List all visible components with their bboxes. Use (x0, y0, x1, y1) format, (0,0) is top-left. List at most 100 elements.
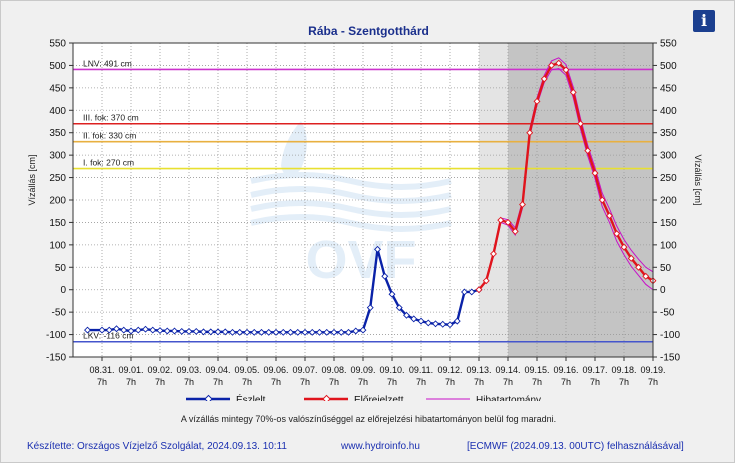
observed-point (134, 326, 142, 334)
y-tick-label-left: 100 (49, 240, 66, 251)
x-tick-sublabel: 7h (532, 377, 542, 387)
observed-point (323, 328, 331, 336)
reference-label: III. fok: 370 cm (83, 113, 139, 123)
x-tick-label: 09.16. (553, 365, 578, 375)
observed-point (395, 304, 403, 312)
observed-point (316, 328, 323, 336)
forecast-point (569, 88, 577, 96)
forecast-point (598, 196, 606, 204)
x-tick-label: 09.11. (409, 365, 433, 375)
footer-website[interactable]: www.hydroinfo.hu (341, 441, 420, 452)
observed-point (345, 328, 352, 336)
forecast-point (577, 120, 584, 128)
footer-credit: Készítette: Országos Vízjelző Szolgálat,… (27, 441, 287, 452)
forecast-point (606, 212, 613, 220)
x-tick-sublabel: 7h (619, 377, 629, 387)
observed-point (439, 320, 447, 328)
y-tick-label-left: -50 (52, 308, 67, 319)
ovf-watermark: OVF (250, 121, 452, 290)
y-tick-label-left: 500 (49, 61, 66, 72)
x-tick-label: 09.07. (292, 365, 317, 375)
forecast-point (482, 277, 490, 285)
observed-point (185, 327, 193, 335)
observed-point (192, 327, 200, 335)
forecast-point (540, 75, 548, 83)
observed-point (149, 326, 157, 334)
observed-point (432, 320, 439, 328)
info-icon[interactable]: i (693, 10, 715, 32)
y-tick-label-right: -100 (660, 330, 680, 341)
chart-svg: OVF LNV: 491 cm III. fok: 370 cm II. fok: 3… (27, 39, 703, 401)
x-tick-sublabel: 7h (126, 377, 136, 387)
y-tick-label-right: 500 (660, 61, 677, 72)
observed-point (388, 290, 396, 298)
observed-point (229, 328, 236, 336)
forecast-point (613, 230, 621, 238)
y-tick-label-right: 150 (660, 218, 677, 229)
legend-marker (322, 394, 331, 401)
x-tick-sublabel: 7h (590, 377, 600, 387)
observed-point (250, 328, 258, 336)
y-axis-title-right: Vízállás [cm] (693, 154, 703, 205)
observed-point (178, 327, 186, 335)
forecast-point (635, 263, 642, 271)
x-tick-sublabel: 7h (242, 377, 252, 387)
x-tick-label: 09.17. (582, 365, 607, 375)
reference-label: I. fok: 270 cm (83, 158, 134, 168)
y-tick-label-left: 200 (49, 196, 66, 207)
observed-point (403, 311, 410, 319)
observed-point (417, 317, 425, 325)
y-tick-label-right: -50 (660, 308, 675, 319)
forecast-point (591, 169, 599, 177)
x-tick-sublabel: 7h (561, 377, 571, 387)
y-tick-label-right: 50 (660, 263, 672, 274)
wave-icon (250, 172, 452, 190)
y-tick-label-left: 300 (49, 151, 66, 162)
observed-point (410, 315, 418, 323)
y-tick-label-left: 550 (49, 39, 66, 50)
y-tick-label-left: 400 (49, 106, 66, 117)
chart-title: Rába - Szentgotthárd (308, 24, 429, 38)
x-tick-label: 09.12. (437, 365, 462, 375)
x-tick-label: 09.15. (524, 365, 549, 375)
x-tick-sublabel: 7h (445, 377, 455, 387)
observed-point (381, 272, 389, 280)
observed-point (243, 328, 251, 336)
observed-point (294, 328, 302, 336)
observed-point (236, 328, 244, 336)
observed-point (214, 328, 222, 336)
wave-icon (250, 214, 452, 232)
x-tick-label: 09.13. (466, 365, 491, 375)
observed-point (142, 325, 149, 333)
forecast-point (519, 201, 526, 208)
observed-point (337, 328, 345, 336)
x-tick-label: 09.05. (234, 365, 259, 375)
observed-point (468, 288, 476, 296)
reference-label: II. fok: 330 cm (83, 131, 136, 141)
observed-point (424, 319, 432, 327)
y-tick-label-right: 400 (660, 106, 677, 117)
observed-point (287, 328, 294, 336)
x-tick-label: 09.18. (611, 365, 636, 375)
observed-point (171, 327, 178, 335)
x-tick-sublabel: 7h (387, 377, 397, 387)
x-tick-label: 09.14. (495, 365, 520, 375)
x-tick-label: 09.01. (118, 365, 143, 375)
legend-label: Előrejelzett (354, 395, 404, 401)
x-tick-label: 09.08. (321, 365, 346, 375)
x-tick-label: 09.03. (176, 365, 201, 375)
observed-point (113, 325, 120, 333)
observed-point (272, 328, 280, 336)
x-tick-sublabel: 7h (300, 377, 310, 387)
observed-point (84, 326, 91, 334)
forecast-point (627, 254, 635, 262)
forecast-point (526, 129, 534, 137)
observed-point (330, 328, 338, 336)
observed-point (120, 326, 128, 334)
x-tick-sublabel: 7h (503, 377, 513, 387)
y-tick-label-right: 200 (660, 196, 677, 207)
y-tick-label-left: -100 (46, 330, 66, 341)
y-tick-label-left: 350 (49, 128, 66, 139)
y-tick-label-left: -150 (46, 353, 66, 364)
